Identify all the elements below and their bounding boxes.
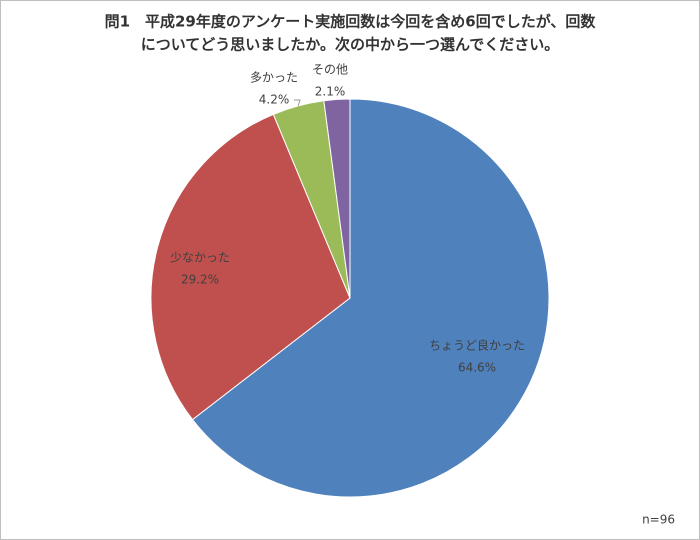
pie-slice bbox=[323, 98, 351, 299]
chart-title: 問1 平成29年度のアンケート実施回数は今回を含め6回でしたが、回数 bbox=[105, 13, 597, 31]
pie-slice bbox=[150, 113, 351, 421]
slice-label: 多かった bbox=[250, 71, 298, 85]
sample-note: n=96 bbox=[642, 513, 675, 527]
slice-value-label: 29.2% bbox=[181, 273, 219, 287]
slice-label: その他 bbox=[312, 63, 348, 77]
pie-slice bbox=[191, 98, 550, 498]
slice-value-label: 2.1% bbox=[315, 85, 346, 99]
slice-label: 少なかった bbox=[170, 251, 230, 265]
chart-title: についてどう思いましたか。次の中から一つ選んでください。 bbox=[141, 36, 560, 54]
slice-label: ちょうど良かった bbox=[429, 338, 525, 353]
slice-value-label: 64.6% bbox=[458, 361, 496, 375]
slice-value-label: 4.2% bbox=[259, 93, 290, 107]
leader-line bbox=[294, 99, 301, 107]
